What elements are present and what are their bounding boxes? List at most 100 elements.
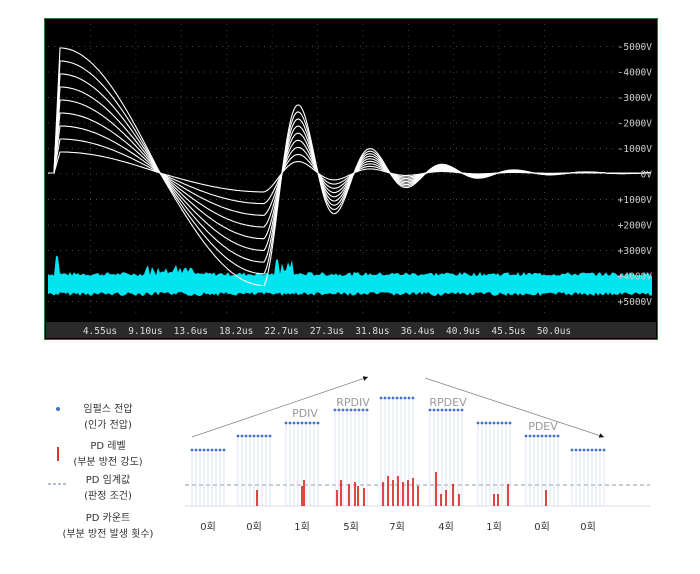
grid-dot <box>544 150 545 151</box>
voltage-label: +4000V <box>618 272 653 283</box>
grid-dot <box>390 71 391 73</box>
grid-dot <box>180 168 182 169</box>
grid-dot <box>498 168 500 169</box>
grid-dot <box>504 250 505 251</box>
grid-dot <box>618 97 619 98</box>
impulse-dot <box>544 434 548 438</box>
grid-dot <box>276 224 277 226</box>
grid-dot <box>317 54 318 55</box>
grid-dot <box>378 173 379 175</box>
grid-dot <box>72 173 73 175</box>
time-label: 4.55us <box>83 326 117 337</box>
grid-dot <box>544 234 545 235</box>
grid-dot <box>120 97 121 98</box>
grid-dot <box>54 250 55 251</box>
grid-dot <box>135 138 137 139</box>
grid-dot <box>162 148 163 149</box>
grid-dot <box>282 199 283 200</box>
grid-dot <box>282 71 283 73</box>
grid-dot <box>135 300 137 301</box>
grid-dot <box>384 250 385 251</box>
grid-dot <box>450 199 451 200</box>
grid-dot <box>456 148 457 149</box>
grid-dot <box>407 138 409 139</box>
grid-dot <box>271 102 273 103</box>
grid-dot <box>600 250 601 251</box>
grid-dot <box>453 96 455 97</box>
grid-dot <box>606 301 607 302</box>
grid-dot <box>498 42 500 43</box>
grid-dot <box>582 148 583 149</box>
grid-dot <box>226 294 228 295</box>
grid-dot <box>636 46 637 47</box>
grid-dot <box>186 173 187 175</box>
grid-dot <box>252 250 253 251</box>
grid-dot <box>90 210 91 211</box>
grid-dot <box>528 46 529 47</box>
noise-band <box>48 255 652 296</box>
grid-dot <box>317 24 318 25</box>
grid-dot <box>453 258 455 259</box>
grid-dot <box>271 312 273 313</box>
grid-dot <box>226 132 228 133</box>
grid-dot <box>240 224 241 226</box>
grid-dot <box>544 120 545 121</box>
grid-dot <box>390 97 391 98</box>
grid-dot <box>78 148 79 149</box>
grid-dot <box>317 108 318 109</box>
grid-dot <box>54 199 55 200</box>
grid-dot <box>582 224 583 226</box>
grid-dot <box>228 250 229 251</box>
grid-dot <box>372 173 373 175</box>
grid-dot <box>510 301 511 302</box>
impulse-dot <box>399 396 403 400</box>
grid-dot <box>150 301 151 302</box>
grid-dot <box>552 97 553 98</box>
grid-dot <box>498 54 500 55</box>
grid-dot <box>486 71 487 73</box>
impulse-dot <box>403 396 407 400</box>
impulse-dot <box>452 408 456 412</box>
impulse-dot <box>602 448 606 452</box>
grid-dot <box>54 148 55 149</box>
grid-dot <box>90 72 91 73</box>
grid-dot <box>348 148 349 149</box>
grid-dot <box>588 173 589 175</box>
grid-dot <box>258 224 259 226</box>
impulse-dot <box>460 408 464 412</box>
grid-dot <box>642 199 643 200</box>
grid-dot <box>294 173 295 175</box>
grid-dot <box>90 90 91 91</box>
grid-dot <box>453 24 455 25</box>
grid-dot <box>420 250 421 251</box>
grid-dot <box>135 264 137 265</box>
grid-dot <box>534 46 535 47</box>
grid-dot <box>90 250 91 251</box>
impulse-dot <box>508 421 512 425</box>
grid-dot <box>396 301 397 302</box>
grid-dot <box>72 122 73 124</box>
grid-dot <box>486 46 487 47</box>
grid-dot <box>516 97 517 98</box>
grid-dot <box>504 224 505 226</box>
grid-dot <box>288 250 289 251</box>
grid-dot <box>204 122 205 124</box>
grid-dot <box>168 250 169 251</box>
grid-dot <box>168 148 169 149</box>
grid-dot <box>546 199 547 200</box>
grid-dot <box>84 250 85 251</box>
grid-dot <box>144 173 145 175</box>
grid-dot <box>226 264 228 265</box>
grid-dot <box>453 72 455 73</box>
grid-dot <box>306 173 307 175</box>
grid-dot <box>126 97 127 98</box>
impulse-waveforms <box>48 47 652 287</box>
grid-dot <box>544 60 545 61</box>
voltage-label: -3000V <box>618 93 653 104</box>
grid-dot <box>135 114 137 115</box>
grid-dot <box>271 180 273 181</box>
grid-dot <box>624 301 625 302</box>
grid-dot <box>135 156 137 157</box>
grid-dot <box>78 173 79 175</box>
grid-dot <box>558 199 559 200</box>
